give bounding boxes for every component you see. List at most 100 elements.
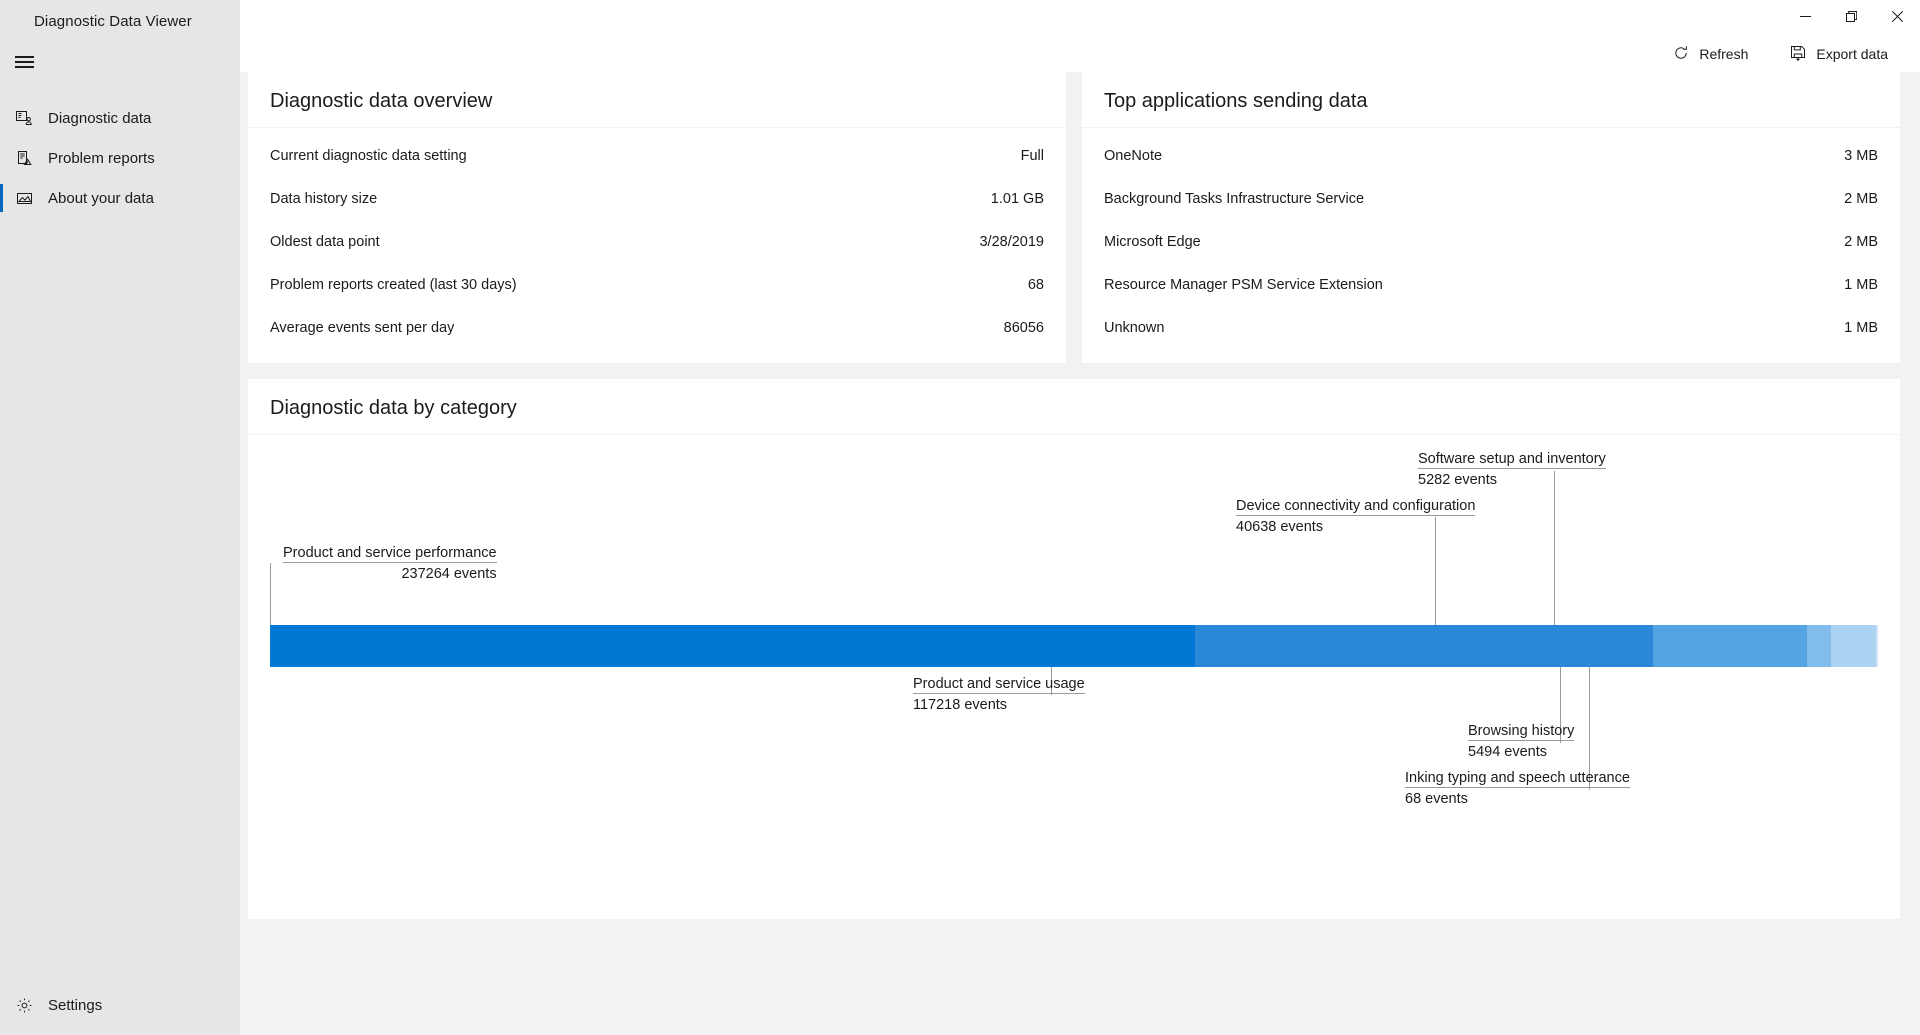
diagnostic-data-icon [0, 110, 48, 127]
leader-line-connectivity [1435, 517, 1436, 625]
category-stacked-bar-chart: Product and service performance 237264 e… [248, 435, 1900, 905]
sidebar: Diagnostic Data Viewer Diagnostic data [0, 0, 240, 1035]
main-area: Refresh Export data Diagnostic data over… [240, 0, 1920, 1035]
app-title: Diagnostic Data Viewer [34, 13, 192, 30]
table-row: Resource Manager PSM Service Extension 1… [1104, 263, 1878, 306]
title-bar [240, 0, 1920, 36]
callout-value: 68 events [1405, 791, 1468, 807]
sidebar-item-label: Settings [48, 996, 103, 1014]
command-bar: Refresh Export data [240, 36, 1920, 72]
sidebar-bottom: Settings [0, 985, 240, 1025]
row-value: 2 MB [1844, 233, 1878, 250]
row-value: 1.01 GB [990, 190, 1044, 207]
refresh-label: Refresh [1699, 46, 1749, 62]
table-row: OneNote 3 MB [1104, 134, 1878, 177]
save-export-icon [1790, 45, 1806, 64]
sidebar-item-diagnostic-data[interactable]: Diagnostic data [0, 98, 240, 138]
top-applications-card: Top applications sending data OneNote 3 … [1082, 72, 1900, 363]
bar-segment-device-connectivity-and-configuration[interactable] [1652, 625, 1808, 667]
callout-product-and-service-performance: Product and service performance 237264 e… [283, 545, 497, 582]
callout-label: Product and service performance [283, 545, 497, 563]
overview-rows: Current diagnostic data setting Full Dat… [248, 128, 1066, 363]
row-key: Microsoft Edge [1104, 233, 1201, 250]
row-value: Full [1020, 147, 1044, 164]
diagnostic-data-overview-card: Diagnostic data overview Current diagnos… [248, 72, 1066, 363]
bar-segment-product-and-service-performance[interactable] [270, 625, 1195, 667]
row-value: 68 [1027, 276, 1044, 293]
maximize-icon [1845, 10, 1857, 22]
hamburger-menu-button[interactable] [0, 40, 48, 84]
gear-icon [0, 997, 48, 1014]
callout-value: 237264 events [401, 566, 497, 582]
sidebar-item-label: Diagnostic data [48, 109, 152, 127]
row-key: Oldest data point [270, 233, 380, 250]
minimize-icon [1799, 15, 1811, 17]
summary-cards-row: Diagnostic data overview Current diagnos… [248, 72, 1900, 363]
stacked-bar [270, 625, 1878, 667]
leader-line-browsing [1560, 625, 1561, 743]
callout-inking-typing-and-speech-utterance: Inking typing and speech utterance 68 ev… [1405, 770, 1630, 807]
callout-software-setup-and-inventory: Software setup and inventory 5282 events [1418, 451, 1606, 488]
callout-value: 5494 events [1468, 744, 1548, 760]
bar-segment-software-setup-and-inventory[interactable] [1807, 625, 1832, 667]
row-key: Unknown [1104, 319, 1165, 336]
refresh-icon [1673, 45, 1689, 64]
table-row: Microsoft Edge 2 MB [1104, 220, 1878, 263]
row-value: 2 MB [1844, 190, 1878, 207]
table-row: Average events sent per day 86056 [270, 306, 1044, 349]
close-button[interactable] [1874, 0, 1920, 32]
table-row: Unknown 1 MB [1104, 306, 1878, 349]
bar-segment-browsing-history[interactable] [1831, 625, 1877, 667]
row-key: Data history size [270, 190, 378, 207]
content-region: Diagnostic data overview Current diagnos… [240, 72, 1920, 1035]
row-key: OneNote [1104, 147, 1163, 164]
table-row: Background Tasks Infrastructure Service … [1104, 177, 1878, 220]
callout-browsing-history: Browsing history 5494 events [1468, 723, 1575, 760]
refresh-button[interactable]: Refresh [1669, 40, 1752, 69]
row-value: 3 MB [1844, 147, 1878, 164]
problem-reports-icon [0, 150, 48, 167]
sidebar-item-about-your-data[interactable]: About your data [0, 178, 240, 218]
table-row: Problem reports created (last 30 days) 6… [270, 263, 1044, 306]
callout-label: Browsing history [1468, 723, 1575, 741]
callout-value: 40638 events [1236, 519, 1324, 535]
diagnostic-data-by-category-card: Diagnostic data by category Product and … [248, 379, 1900, 919]
callout-label: Inking typing and speech utterance [1405, 770, 1630, 788]
close-icon [1891, 10, 1903, 22]
table-row: Current diagnostic data setting Full [270, 134, 1044, 177]
hamburger-icon [14, 53, 34, 72]
sidebar-nav: Diagnostic data Problem reports [0, 98, 240, 218]
export-data-button[interactable]: Export data [1786, 40, 1892, 69]
row-value: 1 MB [1844, 319, 1878, 336]
sidebar-item-problem-reports[interactable]: Problem reports [0, 138, 240, 178]
bar-segment-product-and-service-usage[interactable] [1194, 625, 1653, 667]
leader-line-performance [270, 563, 271, 625]
callout-label: Product and service usage [913, 676, 1085, 694]
about-your-data-icon [0, 190, 48, 207]
row-value: 3/28/2019 [979, 233, 1044, 250]
sidebar-item-settings[interactable]: Settings [0, 985, 240, 1025]
card-title: Top applications sending data [1082, 72, 1900, 128]
row-key: Current diagnostic data setting [270, 147, 467, 164]
card-title: Diagnostic data by category [248, 379, 1900, 435]
row-key: Average events sent per day [270, 319, 455, 336]
top-apps-rows: OneNote 3 MB Background Tasks Infrastruc… [1082, 128, 1900, 363]
row-value: 1 MB [1844, 276, 1878, 293]
card-title: Diagnostic data overview [248, 72, 1066, 128]
callout-label: Device connectivity and configuration [1236, 498, 1476, 516]
table-row: Data history size 1.01 GB [270, 177, 1044, 220]
sidebar-item-label: Problem reports [48, 149, 155, 167]
export-data-label: Export data [1816, 46, 1888, 62]
maximize-button[interactable] [1828, 0, 1874, 32]
sidebar-item-label: About your data [48, 189, 154, 207]
bar-segment-inking-typing-and-speech-utterance[interactable] [1876, 625, 1878, 667]
callout-device-connectivity-and-configuration: Device connectivity and configuration 40… [1236, 498, 1476, 535]
row-key: Problem reports created (last 30 days) [270, 276, 517, 293]
row-value: 86056 [1003, 319, 1044, 336]
minimize-button[interactable] [1782, 0, 1828, 32]
callout-label: Software setup and inventory [1418, 451, 1606, 469]
callout-value: 5282 events [1418, 472, 1498, 488]
callout-product-and-service-usage: Product and service usage 117218 events [913, 676, 1085, 713]
table-row: Oldest data point 3/28/2019 [270, 220, 1044, 263]
